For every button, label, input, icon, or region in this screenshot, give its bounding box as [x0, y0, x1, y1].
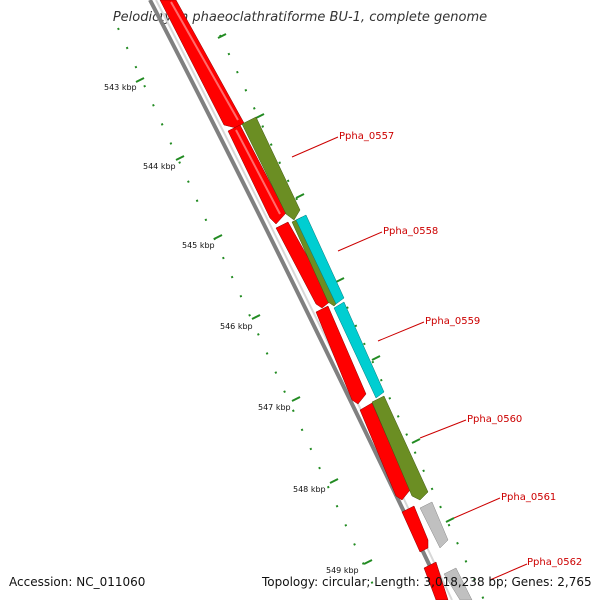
ruler-label-549: 549 kbp — [326, 566, 359, 575]
tick-545 — [213, 234, 223, 240]
gene-label[interactable]: Ppha_0558 — [383, 226, 438, 237]
tick-outer-5 — [371, 355, 381, 361]
cyan-feature-1 — [295, 214, 345, 305]
gene-label[interactable]: Ppha_0559 — [425, 316, 480, 327]
tick-outer-3 — [295, 193, 305, 199]
cyan-feature-2 — [333, 301, 385, 399]
gray-feature-1 — [419, 501, 449, 549]
gray-feature-2 — [443, 567, 473, 600]
olive-feature-1 — [241, 116, 301, 221]
cds-arrow-6 — [401, 505, 429, 553]
tick-outer-2 — [255, 113, 265, 119]
gene-label[interactable]: Ppha_0557 — [339, 131, 394, 142]
cds-arrow-4 — [315, 305, 367, 405]
cds-arrow-7 — [423, 561, 449, 600]
tick-outer-4 — [335, 277, 345, 283]
tick-outer-1 — [217, 33, 227, 39]
gene-label[interactable]: Ppha_0561 — [501, 492, 556, 503]
gene-label[interactable]: Ppha_0560 — [467, 414, 522, 425]
major-ticks — [135, 33, 455, 565]
genome-backbone — [148, 0, 448, 600]
cds-shine-2 — [235, 129, 281, 215]
tick-548 — [329, 478, 339, 484]
cds-arrow-5 — [359, 402, 411, 501]
ruler-label-548: 548 kbp — [293, 485, 326, 494]
callout-line-0560 — [419, 419, 467, 439]
ruler-label-546: 546 kbp — [220, 322, 253, 331]
ruler-label-545: 545 kbp — [182, 241, 215, 250]
map-title: Pelodictyon phaeoclathratiforme BU-1, co… — [112, 10, 488, 25]
accession-text: Accession: NC_011060 — [9, 575, 146, 589]
cds-track — [159, 0, 449, 600]
tick-544 — [175, 155, 185, 161]
cyan-track — [295, 214, 385, 399]
tick-549 — [363, 559, 373, 565]
gray-track — [419, 501, 473, 600]
ruler-label-547: 547 kbp — [258, 403, 291, 412]
callout-line-0557 — [291, 136, 339, 158]
tick-543 — [135, 77, 145, 83]
tick-547 — [291, 396, 301, 402]
gene-label[interactable]: Ppha_0562 — [527, 557, 582, 568]
cds-shine-1 — [170, 1, 239, 121]
genome-summary-text: Topology: circular; Length: 3,018,238 bp… — [262, 575, 592, 589]
callout-line-0562 — [489, 563, 528, 581]
tick-outer-6 — [411, 438, 421, 444]
ruler-label-543: 543 kbp — [104, 83, 137, 92]
tick-outer-7 — [445, 517, 455, 523]
callout-line-0561 — [453, 497, 501, 519]
callout-line-0559 — [377, 321, 425, 342]
ruler-label-544: 544 kbp — [143, 162, 176, 171]
backbone-shadow — [155, 0, 453, 600]
cds-arrow-3 — [275, 221, 333, 309]
tick-546 — [251, 314, 261, 320]
callout-line-0558 — [337, 231, 383, 252]
olive-feature-3 — [371, 395, 429, 501]
